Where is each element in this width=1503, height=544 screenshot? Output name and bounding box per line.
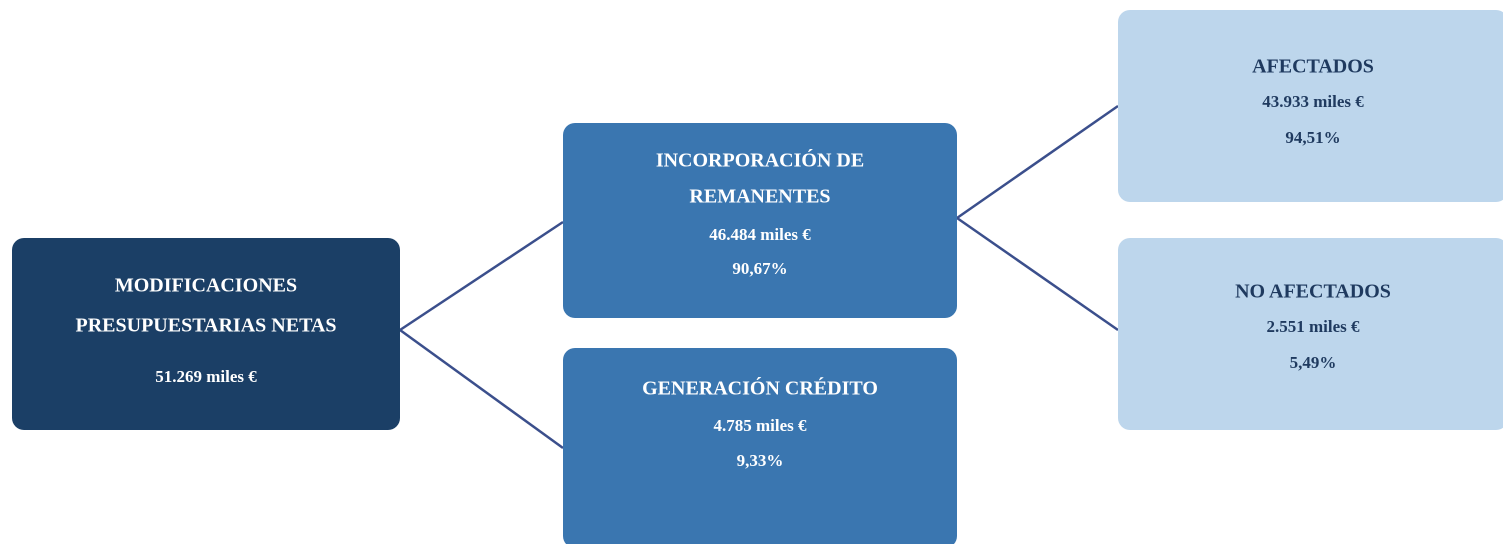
node-text: GENERACIÓN CRÉDITO: [642, 376, 878, 400]
connector: [956, 104, 1119, 220]
connector: [399, 328, 564, 450]
node-text: INCORPORACIÓN DE: [656, 148, 864, 172]
node-text: 9,33%: [737, 451, 784, 470]
node-text: 94,51%: [1285, 128, 1340, 147]
node-text: REMANENTES: [689, 186, 830, 208]
node-text: 51.269 miles €: [155, 367, 257, 386]
node-text: 2.551 miles €: [1266, 317, 1360, 336]
node-text: AFECTADOS: [1252, 56, 1374, 78]
node-text: PRESUPUESTARIAS NETAS: [76, 315, 337, 337]
node-text: 5,49%: [1290, 353, 1337, 372]
node-text: 90,67%: [732, 259, 787, 278]
node-box: [1118, 238, 1503, 430]
node-text: 46.484 miles €: [709, 225, 811, 244]
connectors: [399, 104, 1119, 450]
node-box: [563, 348, 957, 544]
node-text: 43.933 miles €: [1262, 92, 1364, 111]
connector: [956, 216, 1119, 332]
node-text: 4.785 miles €: [713, 416, 807, 435]
node-box: [12, 238, 400, 430]
node-text: NO AFECTADOS: [1235, 281, 1391, 303]
node-box: [563, 123, 957, 318]
node-text: MODIFICACIONES: [115, 275, 297, 297]
node-box: [1118, 10, 1503, 202]
connector: [399, 220, 564, 332]
